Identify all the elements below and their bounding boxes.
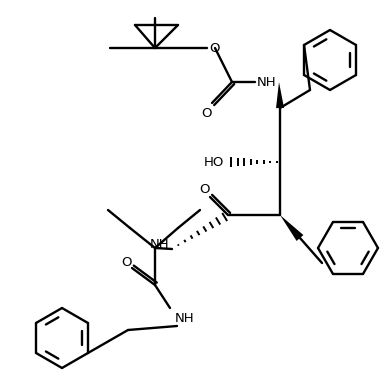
Polygon shape — [280, 215, 303, 241]
Polygon shape — [276, 82, 284, 108]
Text: O: O — [202, 107, 212, 120]
Text: NH: NH — [175, 312, 195, 325]
Text: O: O — [209, 42, 219, 54]
Text: O: O — [200, 183, 210, 196]
Text: HO: HO — [204, 156, 224, 169]
Text: O: O — [121, 256, 131, 269]
Text: NH: NH — [257, 76, 277, 89]
Text: NH: NH — [149, 238, 169, 250]
